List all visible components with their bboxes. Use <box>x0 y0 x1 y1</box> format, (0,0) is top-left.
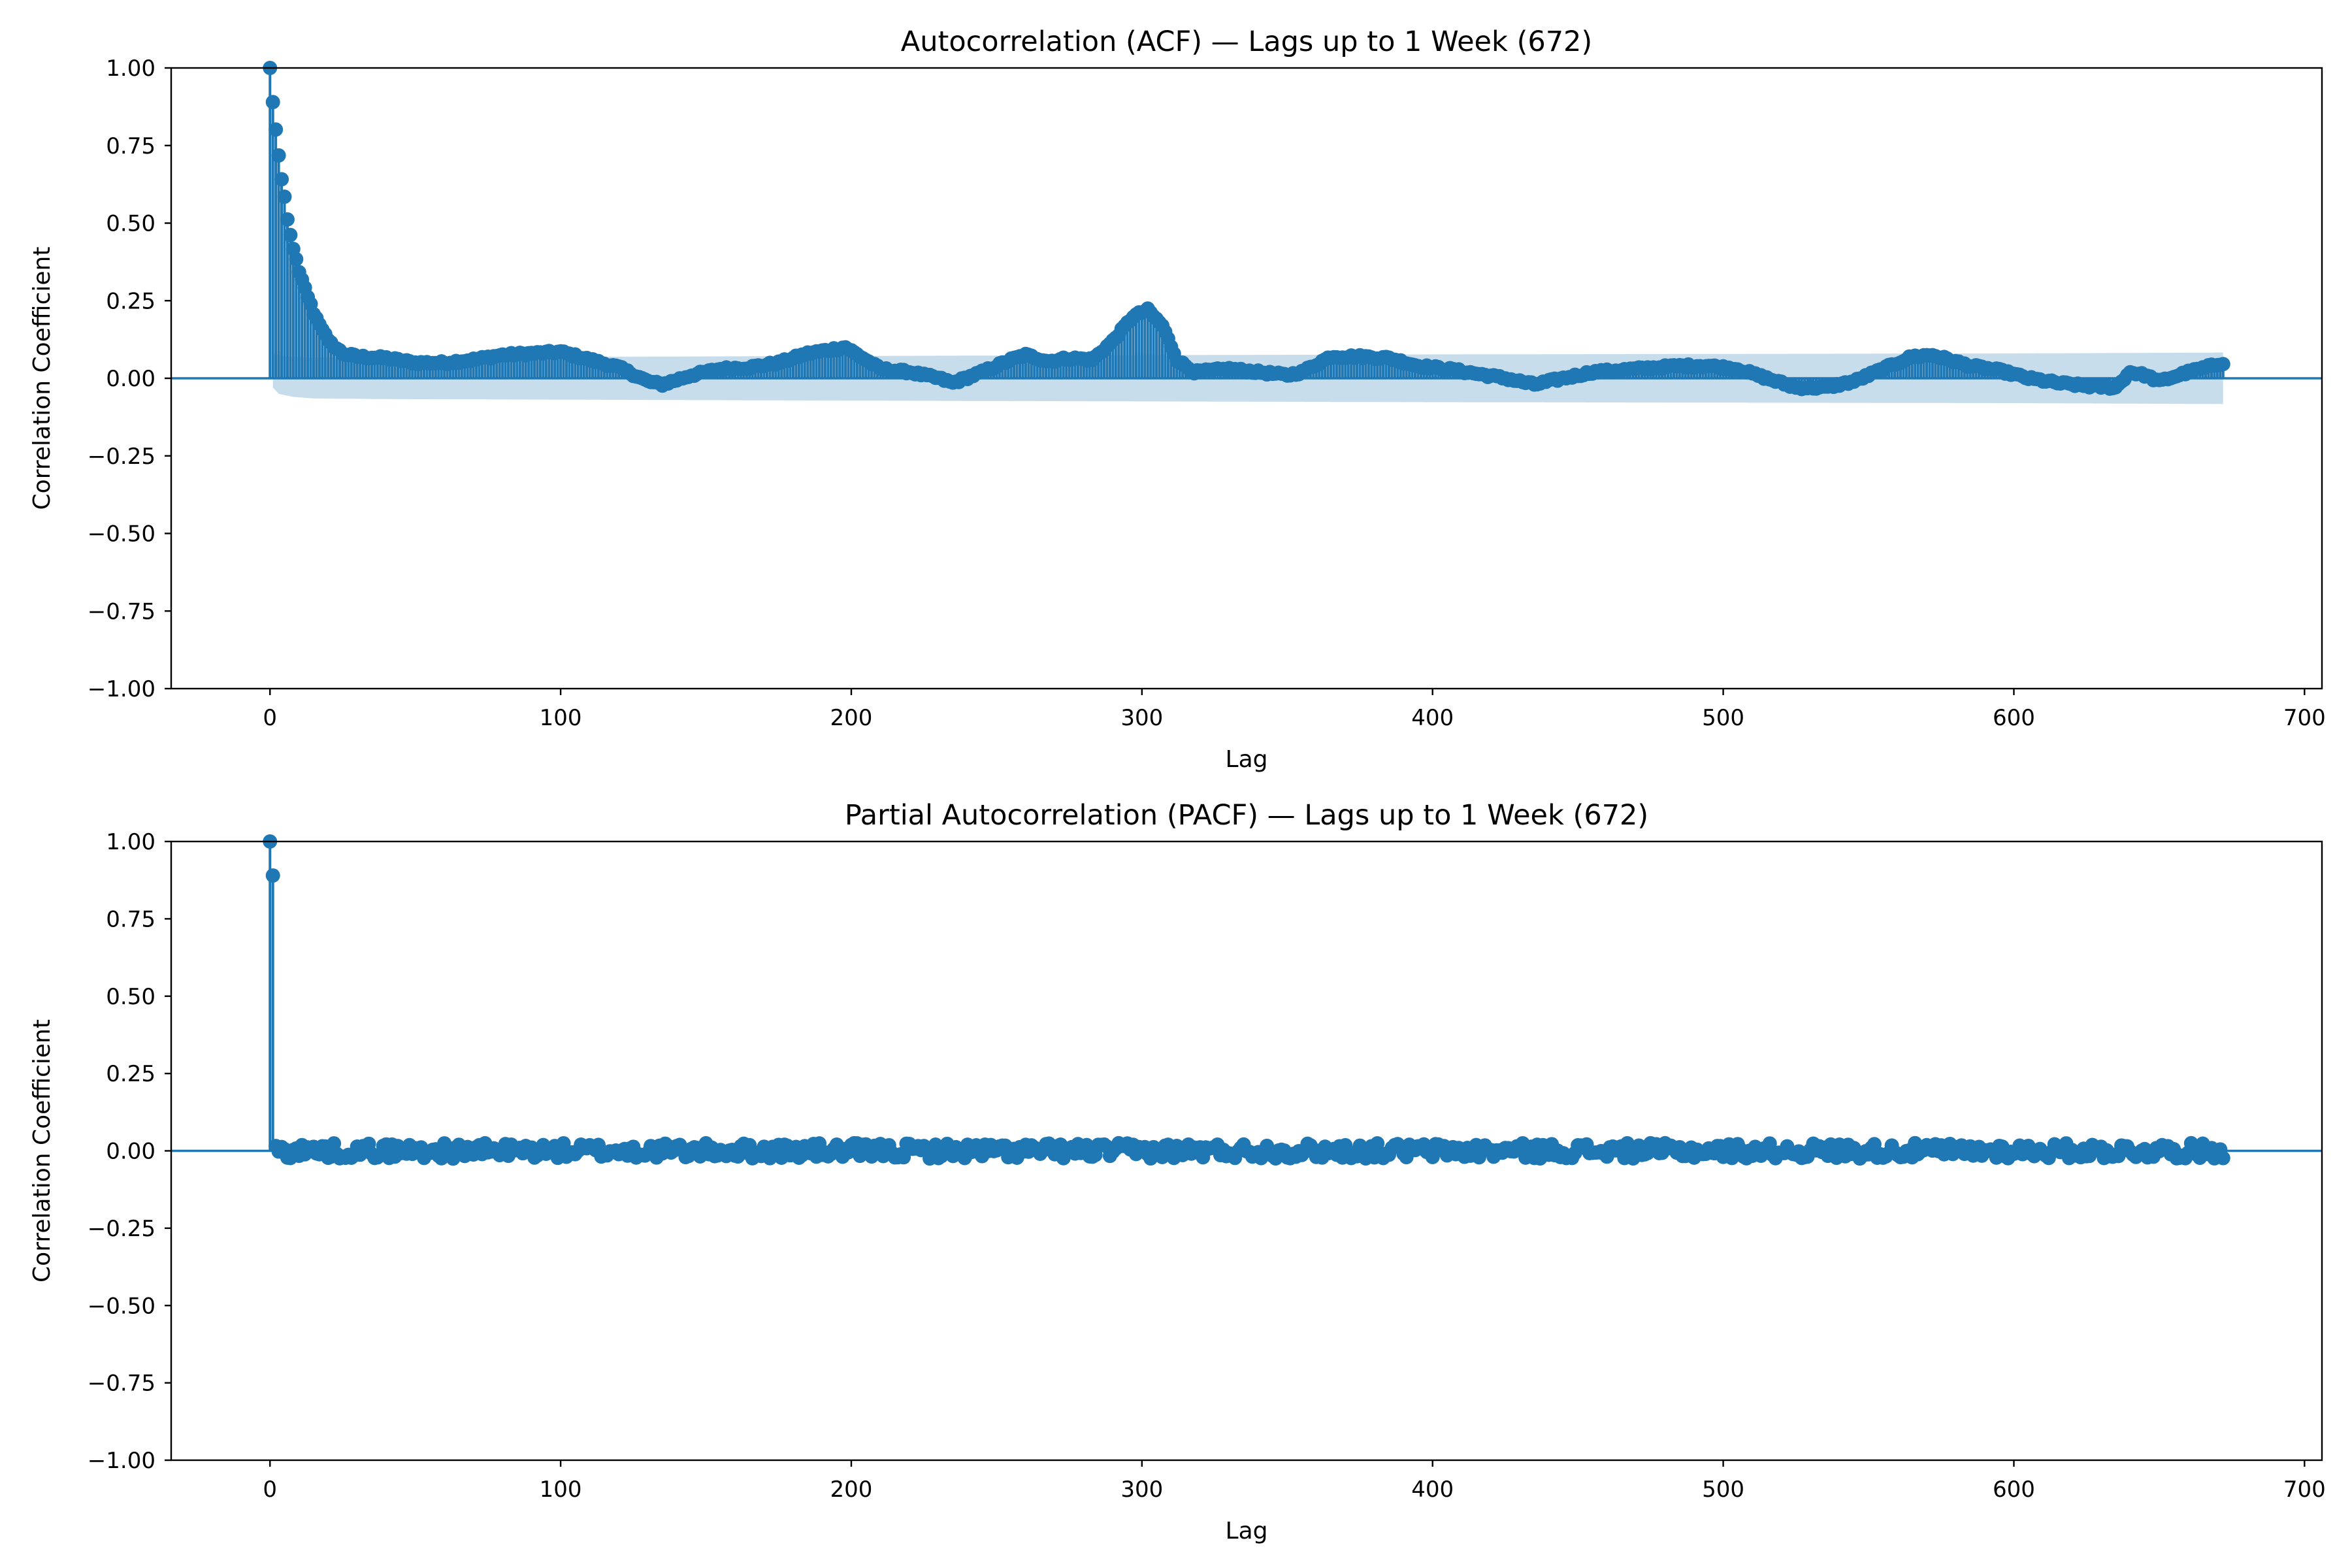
pacf-x-tick-label: 100 <box>540 1477 582 1503</box>
pacf-y-tick-label: −1.00 <box>88 1448 155 1474</box>
pacf-chart: Partial Autocorrelation (PACF) — Lags up… <box>29 799 2326 1544</box>
pacf-x-tick-label: 300 <box>1120 1477 1163 1503</box>
acf-x-tick-label: 0 <box>263 705 277 731</box>
acf-marker <box>271 148 286 163</box>
acf-x-tick-label: 700 <box>2283 705 2326 731</box>
pacf-x-tick-label: 0 <box>263 1477 277 1503</box>
acf-y-tick-label: −0.75 <box>88 598 155 625</box>
pacf-marker <box>1762 1136 1777 1151</box>
pacf-y-tick-label: 0.25 <box>106 1061 155 1087</box>
pacf-x-tick-label: 700 <box>2283 1477 2326 1503</box>
acf-y-tick-label: 0.25 <box>106 288 155 314</box>
pacf-y-tick-label: 0.75 <box>106 906 155 932</box>
pacf-y-tick-label: −0.50 <box>88 1293 155 1319</box>
pacf-marker <box>853 1149 868 1164</box>
pacf-marker <box>1079 1137 1094 1152</box>
acf-marker <box>274 172 289 187</box>
acf-marker <box>277 189 292 204</box>
acf-x-tick-label: 300 <box>1120 705 1163 731</box>
acf-marker <box>269 122 284 137</box>
pacf-marker <box>1370 1136 1385 1151</box>
acf-marker <box>289 252 304 267</box>
pacf-y-tick-label: −0.25 <box>88 1216 155 1242</box>
acf-y-tick-label: −0.50 <box>88 521 155 547</box>
pacf-title: Partial Autocorrelation (PACF) — Lags up… <box>845 799 1648 832</box>
pacf-x-axis-label: Lag <box>1226 1518 1268 1544</box>
acf-chart: Autocorrelation (ACF) — Lags up to 1 Wee… <box>29 25 2326 773</box>
pacf-y-tick-label: −0.75 <box>88 1371 155 1397</box>
acf-x-tick-label: 600 <box>1993 705 2035 731</box>
acf-y-tick-label: −0.25 <box>88 444 155 470</box>
acf-title: Autocorrelation (ACF) — Lags up to 1 Wee… <box>901 25 1592 58</box>
pacf-y-tick-label: 1.00 <box>106 829 155 855</box>
acf-y-tick-label: 0.00 <box>106 366 155 392</box>
pacf-axes-frame <box>170 840 2323 1462</box>
pacf-marks <box>165 834 2323 1467</box>
acf-y-tick-label: 0.75 <box>106 133 155 159</box>
pacf-x-tick-label: 500 <box>1702 1477 1744 1503</box>
pacf-y-axis-label: Correlation Coefficient <box>29 1019 56 1282</box>
acf-x-tick-label: 200 <box>830 705 873 731</box>
acf-y-axis-label: Correlation Coefficient <box>29 247 56 510</box>
acf-x-tick-label: 500 <box>1702 705 1744 731</box>
pacf-x-tick-label: 400 <box>1411 1477 1454 1503</box>
acf-marker <box>265 95 280 110</box>
pacf-marker <box>265 868 280 883</box>
acf-axes-frame <box>170 67 2323 690</box>
pacf-y-tick-label: 0.00 <box>106 1139 155 1165</box>
pacf-y-tick-label: 0.50 <box>106 984 155 1010</box>
pacf-marker <box>2215 1151 2230 1166</box>
acf-marks <box>165 61 2323 695</box>
acf-marker <box>2215 357 2230 372</box>
acf-y-tick-label: 1.00 <box>106 56 155 82</box>
acf-marker <box>283 227 298 242</box>
acf-x-tick-label: 100 <box>540 705 582 731</box>
acf-x-tick-label: 400 <box>1411 705 1454 731</box>
acf-marker <box>280 212 295 227</box>
pacf-x-tick-label: 600 <box>1993 1477 2035 1503</box>
acf-x-axis-label: Lag <box>1226 746 1268 773</box>
acf-y-tick-label: 0.50 <box>106 211 155 237</box>
acf-y-tick-label: −1.00 <box>88 676 155 702</box>
pacf-x-tick-label: 200 <box>830 1477 873 1503</box>
